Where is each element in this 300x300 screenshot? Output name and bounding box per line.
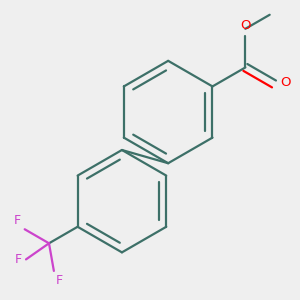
Text: O: O bbox=[240, 19, 250, 32]
Text: O: O bbox=[280, 76, 290, 89]
Text: F: F bbox=[15, 253, 22, 266]
Text: F: F bbox=[14, 214, 21, 226]
Text: F: F bbox=[56, 274, 63, 286]
